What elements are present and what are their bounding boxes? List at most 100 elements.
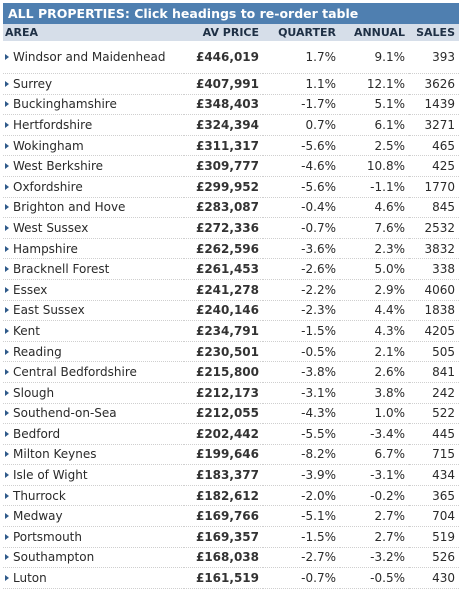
triangle-right-icon [5,266,9,273]
table-row: Central Bedfordshire £215,800 -3.8% 2.6% 841 [3,361,459,383]
triangle-right-icon [5,80,9,87]
cell-quarter: -2.0% [263,485,340,507]
column-header-price[interactable]: AV PRICE [184,24,263,41]
area-link[interactable]: Bracknell Forest [13,262,110,277]
triangle-right-icon [5,430,9,437]
cell-price: £272,336 [184,217,263,239]
header-row: AREA AV PRICE QUARTER ANNUAL SALES [3,24,459,41]
area-link[interactable]: Hampshire [13,241,78,256]
area-link[interactable]: Wokingham [13,138,84,153]
triangle-right-icon [5,101,9,108]
area-link[interactable]: Central Bedfordshire [13,365,137,380]
cell-quarter: 0.7% [263,114,340,136]
table-row: Kent £234,791 -1.5% 4.3% 4205 [3,320,459,342]
cell-quarter: -5.6% [263,135,340,157]
cell-area: Reading [3,341,184,363]
cell-price: £215,800 [184,361,263,383]
cell-price: £169,357 [184,526,263,548]
triangle-right-icon [5,472,9,479]
cell-area: Portsmouth [3,526,184,548]
cell-annual: -1.1% [340,176,409,198]
cell-sales: 445 [409,423,459,445]
triangle-right-icon [5,204,9,211]
cell-quarter: 1.7% [263,41,340,74]
area-link[interactable]: Isle of Wight [13,468,88,483]
area-link[interactable]: Oxfordshire [13,179,83,194]
area-link[interactable]: Milton Keynes [13,447,97,462]
cell-sales: 465 [409,135,459,157]
area-link[interactable]: Kent [13,323,40,338]
cell-area: Central Bedfordshire [3,361,184,383]
cell-area: Milton Keynes [3,444,184,466]
cell-annual: 6.7% [340,444,409,466]
cell-price: £168,038 [184,547,263,569]
table-row: Isle of Wight £183,377 -3.9% -3.1% 434 [3,464,459,486]
table-row: Surrey £407,991 1.1% 12.1% 3626 [3,73,459,95]
triangle-right-icon [5,224,9,231]
cell-sales: 1838 [409,300,459,322]
cell-price: £309,777 [184,155,263,177]
cell-quarter: -1.5% [263,526,340,548]
area-link[interactable]: Thurrock [13,488,66,503]
cell-sales: 365 [409,485,459,507]
cell-price: £446,019 [184,41,263,74]
area-link[interactable]: East Sussex [13,303,85,318]
area-link[interactable]: Medway [13,509,63,524]
cell-sales: 3832 [409,238,459,260]
area-link[interactable]: Hertfordshire [13,117,93,132]
cell-quarter: -2.6% [263,258,340,280]
cell-sales: 1770 [409,176,459,198]
cell-area: Buckinghamshire [3,94,184,116]
cell-sales: 2532 [409,217,459,239]
cell-price: £161,519 [184,567,263,589]
cell-sales: 845 [409,197,459,219]
cell-annual: 2.5% [340,135,409,157]
cell-quarter: -3.6% [263,238,340,260]
cell-area: Bedford [3,423,184,445]
cell-price: £199,646 [184,444,263,466]
cell-sales: 3271 [409,114,459,136]
column-header-area[interactable]: AREA [3,24,184,41]
cell-sales: 425 [409,155,459,177]
cell-area: Oxfordshire [3,176,184,198]
cell-area: Slough [3,382,184,404]
area-link[interactable]: Bedford [13,426,61,441]
cell-sales: 522 [409,403,459,425]
column-header-annual[interactable]: ANNUAL [340,24,409,41]
area-link[interactable]: Surrey [13,76,53,91]
area-link[interactable]: Southampton [13,550,95,565]
cell-price: £299,952 [184,176,263,198]
area-link[interactable]: Portsmouth [13,529,82,544]
area-link[interactable]: Reading [13,344,62,359]
area-link[interactable]: Brighton and Hove [13,200,126,215]
cell-quarter: -0.7% [263,567,340,589]
cell-price: £262,596 [184,238,263,260]
triangle-right-icon [5,492,9,499]
cell-sales: 841 [409,361,459,383]
cell-area: Surrey [3,73,184,95]
triangle-right-icon [5,327,9,334]
table-body: Windsor and Maidenhead £446,019 1.7% 9.1% 39… [3,41,459,589]
area-link[interactable]: Slough [13,385,55,400]
area-link[interactable]: West Berkshire [13,159,104,174]
area-link[interactable]: Buckinghamshire [13,97,117,112]
column-header-sales[interactable]: SALES [409,24,459,41]
column-header-quarter[interactable]: QUARTER [263,24,340,41]
cell-price: £212,055 [184,403,263,425]
triangle-right-icon [5,163,9,170]
area-link[interactable]: Southend-on-Sea [13,406,117,421]
area-link[interactable]: Luton [13,571,47,586]
triangle-right-icon [5,307,9,314]
cell-annual: -3.1% [340,464,409,486]
cell-price: £182,612 [184,485,263,507]
cell-quarter: -3.1% [263,382,340,404]
cell-annual: 12.1% [340,73,409,95]
cell-annual: 2.9% [340,279,409,301]
cell-quarter: -4.3% [263,403,340,425]
table-row: Oxfordshire £299,952 -5.6% -1.1% 1770 [3,176,459,198]
cell-area: Windsor and Maidenhead [3,41,184,74]
area-link[interactable]: West Sussex [13,220,89,235]
table-row: Southampton £168,038 -2.7% -3.2% 526 [3,547,459,569]
area-link[interactable]: Windsor and Maidenhead [13,50,166,64]
area-link[interactable]: Essex [13,282,48,297]
